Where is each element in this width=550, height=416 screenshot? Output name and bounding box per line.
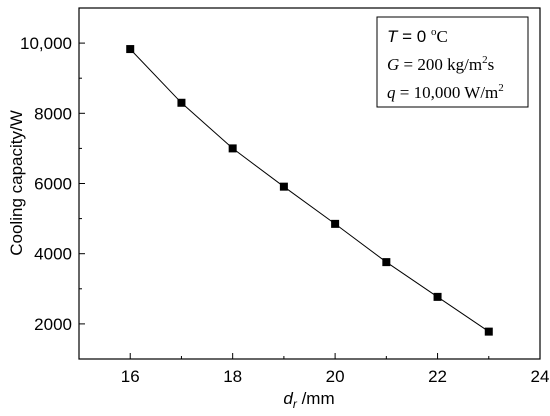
data-point — [331, 219, 340, 228]
x-axis-label-subscript: r — [293, 397, 298, 411]
annotation-sup-t: o — [431, 26, 437, 38]
series-markers — [126, 45, 493, 336]
annotation-var-t: T — [387, 27, 399, 46]
annotation-text-q: = 10,000 W/m — [396, 83, 499, 102]
y-tick-label: 10,000 — [20, 34, 72, 53]
annotation-var-g: G — [387, 55, 399, 74]
data-point — [484, 327, 493, 336]
annotation-unit-t: C — [436, 27, 447, 46]
annotation-unit-g: s — [488, 55, 495, 74]
x-tick-label: 22 — [428, 367, 447, 386]
annotation-line-heat-flux: q = 10,000 W/m2 — [387, 82, 504, 102]
y-tick-label: 2000 — [34, 315, 72, 334]
annotation-sup-g: 2 — [482, 54, 488, 66]
x-tick-label: 16 — [121, 367, 140, 386]
annotation-sup-q: 2 — [498, 82, 504, 94]
data-point — [228, 144, 237, 153]
x-tick-label: 24 — [531, 367, 550, 386]
x-axis-label: dr /mm — [283, 389, 334, 411]
data-point — [126, 45, 135, 54]
annotation-box: T = 0 oC G = 200 kg/m2s q = 10,000 W/m2 — [376, 16, 529, 108]
annotation-text-t: = 0 — [397, 27, 431, 46]
data-point — [279, 182, 288, 191]
y-tick-label: 4000 — [34, 245, 72, 264]
annotation-var-q: q — [387, 83, 396, 102]
annotation-line-mass-flux: G = 200 kg/m2s — [387, 54, 494, 74]
annotation-text-g: = 200 kg/m — [399, 55, 482, 74]
data-point — [433, 292, 442, 301]
y-axis: 2000 4000 6000 8000 10,000 — [20, 34, 85, 360]
y-tick-label: 6000 — [34, 175, 72, 194]
x-tick-label: 18 — [223, 367, 242, 386]
y-axis-label: Cooling capacity/W — [7, 110, 26, 256]
annotation-frame — [376, 16, 529, 108]
x-axis: 16 18 20 22 24 — [78, 353, 550, 386]
y-tick-label: 8000 — [34, 104, 72, 123]
x-tick-label: 20 — [326, 367, 345, 386]
annotation-line-temperature: T = 0 oC — [387, 26, 448, 46]
x-axis-label-variable: d — [283, 389, 293, 408]
data-point — [382, 258, 391, 267]
series-line — [129, 48, 490, 333]
data-point — [177, 98, 186, 107]
x-axis-label-unit: /mm — [297, 389, 335, 408]
